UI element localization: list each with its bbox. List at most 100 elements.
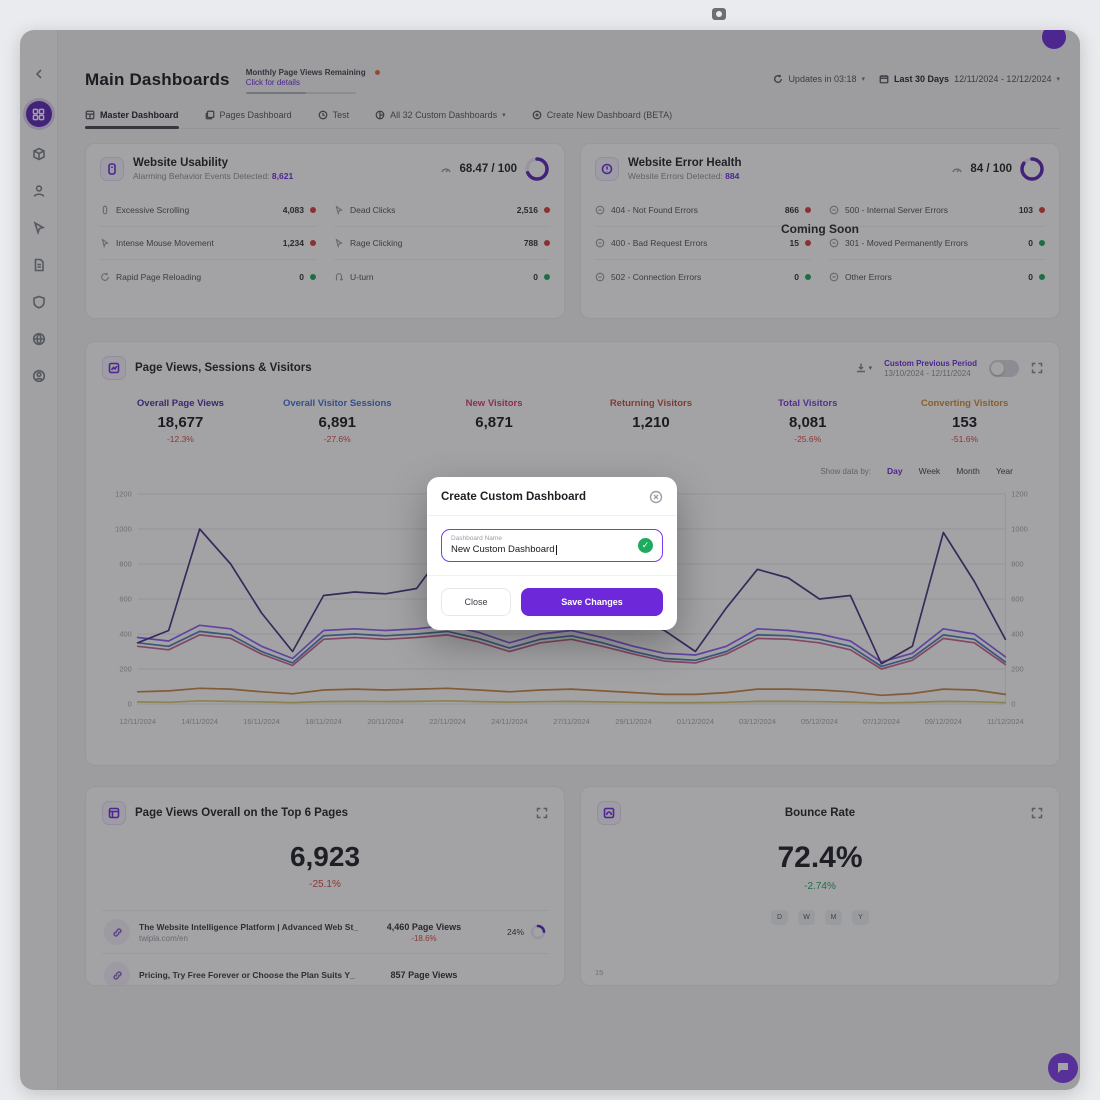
save-changes-button[interactable]: Save Changes — [521, 588, 663, 616]
updates-label: Updates in 03:18 — [788, 74, 857, 84]
error-metrics: 404 - Not Found Errors 866 500 - Internal… — [595, 194, 1045, 293]
metric-row: 502 - Connection Errors 0 — [595, 260, 811, 293]
sidebar-item-dashboard[interactable] — [25, 101, 52, 127]
tab-pages-dashboard[interactable]: Pages Dashboard — [205, 110, 292, 128]
svg-text:20/11/2024: 20/11/2024 — [367, 717, 404, 726]
chevron-down-icon: ▾ — [861, 76, 866, 83]
sidebar-item-account[interactable] — [29, 366, 49, 386]
sidebar-item-pages[interactable] — [29, 255, 49, 275]
status-dot — [310, 273, 316, 280]
period-day-button[interactable]: Day — [887, 466, 903, 476]
gauge-icon — [951, 163, 963, 175]
svg-text:1200: 1200 — [115, 489, 132, 498]
svg-text:200: 200 — [119, 664, 131, 673]
period-m-button[interactable]: M — [825, 910, 842, 925]
sidebar-item-visitors[interactable] — [29, 181, 49, 201]
period-y-button[interactable]: Y — [852, 910, 869, 925]
quota-progress-bar — [245, 92, 356, 94]
svg-text:0: 0 — [128, 699, 132, 708]
tab-label: All 32 Custom Dashboards — [390, 110, 498, 120]
page-views-value: 857 Page Views — [390, 970, 458, 980]
period-week-button[interactable]: Week — [918, 466, 941, 476]
stat-converting-visitors: Converting Visitors 153 -51.6% — [886, 398, 1043, 444]
stat-label: New Visitors — [465, 398, 523, 409]
updates-timer[interactable]: Updates in 03:18 ▾ — [773, 74, 865, 84]
svg-text:1000: 1000 — [115, 524, 132, 533]
metric-row: 404 - Not Found Errors 866 — [595, 194, 811, 227]
status-dot — [805, 240, 811, 246]
errors-count: 884 — [725, 171, 740, 181]
pageviews-quota[interactable]: Monthly Page Views Remaining Click for d… — [245, 68, 380, 94]
period-year-button[interactable]: Year — [995, 466, 1013, 476]
create-custom-dashboard-modal: Create Custom Dashboard Dashboard Name N… — [427, 477, 677, 630]
expand-icon[interactable] — [1031, 362, 1043, 374]
stat-delta: -25.6% — [794, 434, 822, 444]
user-avatar[interactable] — [1042, 30, 1066, 49]
gauge-icon — [440, 163, 452, 175]
sidebar-collapse-icon[interactable] — [29, 64, 49, 84]
svg-text:03/12/2024: 03/12/2024 — [739, 717, 776, 726]
stat-overall-visitor-sessions: Overall Visitor Sessions 6,891 -27.6% — [259, 398, 416, 444]
stat-value: 6,891 — [318, 414, 357, 431]
modal-title: Create Custom Dashboard — [441, 491, 587, 503]
top-pages-total: 6,923 — [289, 841, 361, 872]
period-w-button[interactable]: W — [798, 910, 815, 925]
export-icon[interactable]: ▾ — [855, 362, 872, 374]
date-range-picker[interactable]: Last 30 Days 12/11/2024 - 12/12/2024 ▾ — [879, 74, 1060, 84]
stat-value: 1,210 — [632, 414, 670, 431]
list-item[interactable]: The Website Intelligence Platform | Adva… — [102, 910, 548, 953]
pageviews-sessions-visitors-card: Page Views, Sessions & Visitors ▾ Custom… — [85, 341, 1060, 766]
stat-value: 153 — [952, 414, 978, 431]
period-d-button[interactable]: D — [771, 910, 788, 925]
dashboard-name-input[interactable]: Dashboard Name New Custom Dashboard ✓ — [441, 529, 663, 562]
svg-text:1200: 1200 — [1011, 489, 1028, 498]
page-views-value: 4,460 Page Views — [386, 921, 462, 932]
text-caret — [555, 544, 557, 555]
alarming-events-count: 8,621 — [271, 171, 294, 181]
sidebar-item-web[interactable] — [29, 329, 49, 349]
metric-row: 400 - Bad Request Errors 15 — [595, 227, 811, 260]
tab-create-new-dashboard[interactable]: Create New Dashboard (BETA) — [532, 110, 672, 128]
status-dot — [310, 207, 316, 213]
website-error-health-card: Website Error Health Website Errors Dete… — [580, 143, 1060, 319]
show-data-by-label: Show data by: — [820, 466, 872, 476]
svg-text:400: 400 — [1011, 629, 1023, 638]
refresh-icon — [774, 74, 783, 83]
tab-all-custom-dashboards[interactable]: All 32 Custom Dashboards ▾ — [375, 110, 506, 128]
expand-icon[interactable] — [536, 807, 548, 819]
metric-row: 500 - Internal Server Errors 103 — [829, 194, 1045, 227]
plus-circle-icon — [532, 110, 542, 120]
close-icon[interactable] — [649, 490, 663, 504]
range-dates: 12/11/2024 - 12/12/2024 — [954, 74, 1052, 84]
period-month-button[interactable]: Month — [956, 466, 980, 476]
metric-row: U-turn 0 — [334, 260, 550, 293]
previous-period-toggle[interactable] — [989, 359, 1019, 377]
sidebar-item-modules[interactable] — [29, 144, 49, 164]
status-dot — [310, 240, 316, 246]
quota-warning-dot — [374, 70, 380, 75]
usability-metrics: Excessive Scrolling 4,083 Dead Clicks 2,51… — [100, 194, 550, 293]
quota-details-link[interactable]: Click for details — [245, 78, 300, 87]
tab-test[interactable]: Test — [318, 110, 349, 128]
sidebar-item-behavior[interactable] — [29, 218, 49, 238]
dashboard-icon — [85, 110, 95, 120]
svg-text:22/11/2024: 22/11/2024 — [429, 717, 466, 726]
expand-icon[interactable] — [1031, 807, 1043, 819]
sidebar — [20, 30, 58, 1090]
bounce-rate-value: 72.4% — [777, 841, 863, 874]
tab-master-dashboard[interactable]: Master Dashboard — [85, 110, 179, 129]
chat-bubble-button[interactable] — [1048, 1053, 1078, 1083]
stat-delta: -27.6% — [323, 434, 351, 444]
sidebar-item-privacy[interactable] — [29, 292, 49, 312]
svg-text:200: 200 — [1011, 664, 1023, 673]
top-pages-card: Page Views Overall on the Top 6 Pages 6,… — [85, 786, 565, 986]
list-item[interactable]: Pricing, Try Free Forever or Choose the … — [102, 953, 548, 985]
input-value: New Custom Dashboard — [451, 544, 555, 555]
tab-label: Create New Dashboard (BETA) — [546, 110, 673, 120]
svg-text:1000: 1000 — [1011, 524, 1028, 533]
close-button[interactable]: Close — [441, 588, 511, 616]
hidden-axis-tick: 15 — [595, 968, 604, 977]
metric-row: Dead Clicks 2,516 — [334, 194, 550, 227]
quota-label: Monthly Page Views Remaining — [245, 68, 366, 77]
coming-soon-label: Coming Soon — [781, 222, 859, 236]
